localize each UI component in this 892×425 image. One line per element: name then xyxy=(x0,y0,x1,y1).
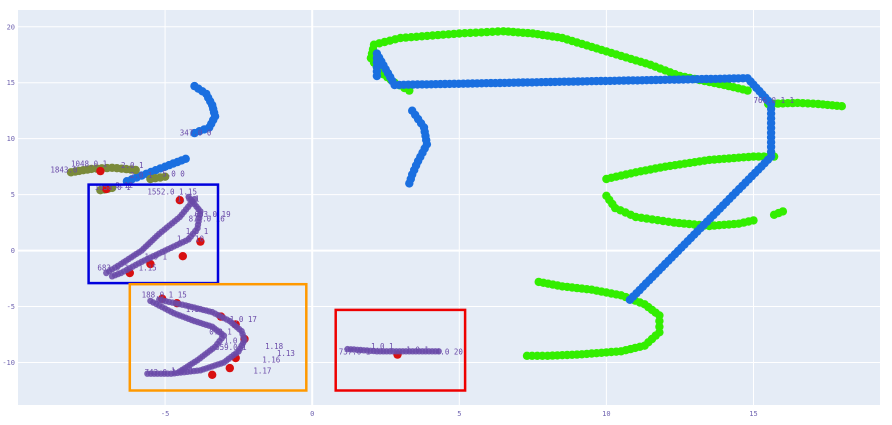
point-label: 1.15 xyxy=(139,264,157,273)
point-label: 683.0 1 xyxy=(97,264,129,273)
purple-data-point xyxy=(108,273,116,280)
purple-data-point xyxy=(176,368,183,375)
x-tick-label: -5 xyxy=(161,410,169,418)
point-label: 1.0 1 xyxy=(224,337,247,346)
point-label: 347.0 0 xyxy=(180,128,212,137)
point-label: 743.0 1 xyxy=(145,368,177,377)
red-data-point xyxy=(178,252,187,261)
x-tick-label: 0 xyxy=(310,410,314,418)
red-data-point xyxy=(225,363,234,373)
point-label: 1.0 1 xyxy=(406,345,429,354)
purple-data-point xyxy=(144,370,151,377)
point-label: 1.0 1 xyxy=(145,253,168,262)
x-tick-label: 5 xyxy=(457,410,461,418)
point-label: 1843.0 xyxy=(50,165,78,174)
blue-data-point xyxy=(122,177,132,186)
point-label: 1.5 xyxy=(186,305,200,314)
point-label: 2.0 1 xyxy=(121,161,144,170)
purple-data-point xyxy=(435,348,442,355)
point-label: 1.17 xyxy=(253,367,271,376)
y-tick-label: 5 xyxy=(11,191,15,199)
green-data-point xyxy=(522,351,532,360)
point-label: 603.0 19 xyxy=(195,210,231,219)
point-label: 1.0 17 xyxy=(230,315,257,324)
blue-data-point xyxy=(190,128,199,138)
red-data-point xyxy=(102,184,111,194)
highlight-boxes xyxy=(87,183,467,392)
red-data-point xyxy=(96,166,105,176)
blue-data-point xyxy=(625,295,635,304)
green-data-point xyxy=(749,216,758,225)
data-points xyxy=(66,27,846,379)
red-data-point xyxy=(208,370,217,379)
y-tick-label: 20 xyxy=(7,23,15,31)
highlight-box xyxy=(128,282,308,392)
red-data-point xyxy=(175,196,184,205)
y-tick-label: -10 xyxy=(2,359,15,367)
highlight-box xyxy=(334,308,467,392)
point-label: 1.0 10 xyxy=(177,235,205,244)
green-data-point xyxy=(778,207,788,216)
point-label: 1552.0 1.15 xyxy=(147,188,197,197)
green-data-point xyxy=(837,102,846,111)
point-label: 1.0 1 xyxy=(186,227,209,236)
olive-data-point xyxy=(160,172,170,181)
point-label: 766.0 1 1 xyxy=(754,96,795,105)
point-label: 1.18 xyxy=(265,342,284,351)
point-label: 1.0 1 xyxy=(171,367,194,376)
point-label: 1048.0 1 xyxy=(71,160,107,169)
point-label: 1058.0 1 xyxy=(95,183,131,192)
y-tick-label: 0 xyxy=(11,247,15,255)
point-label: 659.0 1 xyxy=(215,343,247,352)
y-tick-label: 15 xyxy=(7,79,15,87)
olive-data-point xyxy=(131,165,140,175)
point-label: 1.16 xyxy=(262,356,281,365)
x-tick-label: 15 xyxy=(749,410,757,418)
plot-area xyxy=(18,10,880,405)
axis-ticks: -5 0 5 10 15 -10 -5 0 5 10 15 20 xyxy=(2,23,757,418)
y-tick-label: -5 xyxy=(7,303,15,311)
point-label: 188.0 1 15 xyxy=(142,291,187,300)
point-label: 2.0 1 xyxy=(130,171,153,180)
x-tick-label: 10 xyxy=(602,410,610,418)
point-label: 877.0 16 xyxy=(189,215,226,224)
point-label: 4.0 20 xyxy=(436,348,464,357)
green-data-point xyxy=(743,86,752,95)
purple-data-point xyxy=(103,269,110,277)
point-label: 1.0 1 xyxy=(371,342,394,351)
point-label: 737.0 1 xyxy=(339,348,371,357)
point-label: 0.0 1 xyxy=(209,328,232,337)
red-data-point xyxy=(196,237,205,246)
point-label: 1.13 xyxy=(277,349,295,358)
point-label: 5.0 0 xyxy=(162,170,185,179)
y-tick-label: 10 xyxy=(7,135,15,143)
blue-data-point xyxy=(405,179,414,188)
point-label: 1.0 1 xyxy=(177,194,200,203)
